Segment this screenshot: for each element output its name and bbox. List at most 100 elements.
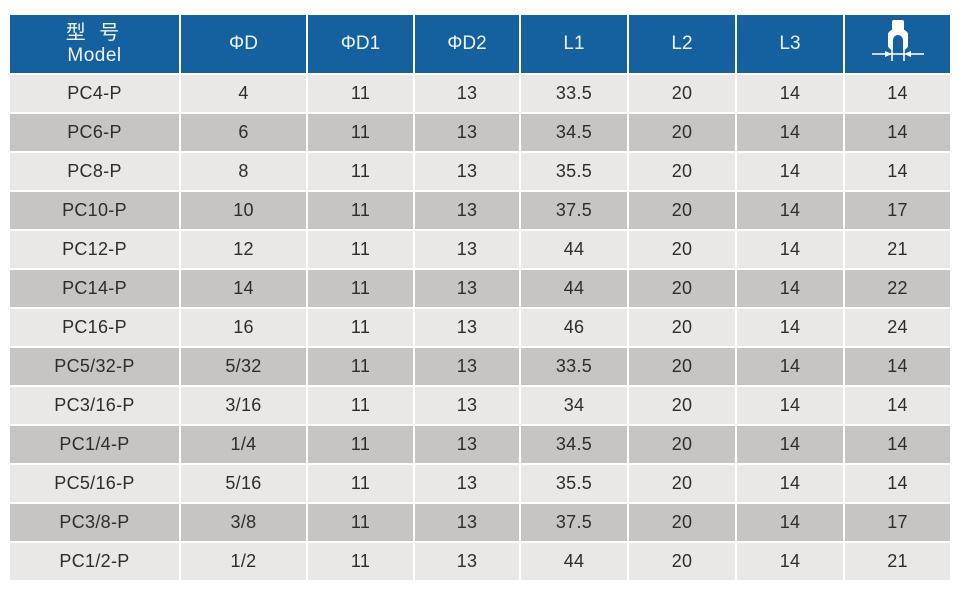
cell-model: PC1/2-P <box>10 543 179 580</box>
column-header-model-zh: 型 号 <box>65 21 124 44</box>
cell-l1: 46 <box>521 309 627 346</box>
cell-l2: 20 <box>629 504 735 541</box>
cell-l1: 34.5 <box>521 114 627 151</box>
cell-l3: 14 <box>737 231 843 268</box>
column-header-d2: ΦD2 <box>415 15 519 73</box>
cell-l1: 44 <box>521 270 627 307</box>
cell-l2: 20 <box>629 465 735 502</box>
cell-d1: 11 <box>308 465 413 502</box>
cell-d1: 11 <box>308 192 413 229</box>
cell-l2: 20 <box>629 192 735 229</box>
cell-l1: 37.5 <box>521 504 627 541</box>
cell-l1: 34 <box>521 387 627 424</box>
cell-l1: 33.5 <box>521 75 627 112</box>
cell-l1: 44 <box>521 543 627 580</box>
table-row: PC1/2-P 1/2 11 13 44 20 14 21 <box>10 543 950 580</box>
cell-d1: 11 <box>308 387 413 424</box>
cell-d2: 13 <box>415 387 519 424</box>
cell-l3: 14 <box>737 387 843 424</box>
cell-model: PC3/16-P <box>10 387 179 424</box>
cell-l3: 14 <box>737 309 843 346</box>
table-row: PC14-P 14 11 13 44 20 14 22 <box>10 270 950 307</box>
wrench-size-icon <box>869 18 927 64</box>
cell-model: PC14-P <box>10 270 179 307</box>
cell-model: PC10-P <box>10 192 179 229</box>
cell-wrench: 14 <box>845 426 950 463</box>
column-header-model-en: Model <box>67 44 122 66</box>
table-row: PC6-P 6 11 13 34.5 20 14 14 <box>10 114 950 151</box>
cell-d: 6 <box>181 114 306 151</box>
cell-l2: 20 <box>629 426 735 463</box>
cell-l2: 20 <box>629 153 735 190</box>
cell-d2: 13 <box>415 270 519 307</box>
cell-d2: 13 <box>415 75 519 112</box>
spec-table: 型 号 Model ΦD ΦD1 ΦD2 L1 L2 L3 <box>8 13 952 582</box>
table-row: PC8-P 8 11 13 35.5 20 14 14 <box>10 153 950 190</box>
cell-l3: 14 <box>737 75 843 112</box>
cell-d2: 13 <box>415 348 519 385</box>
cell-d: 1/2 <box>181 543 306 580</box>
table-row: PC10-P 10 11 13 37.5 20 14 17 <box>10 192 950 229</box>
cell-wrench: 22 <box>845 270 950 307</box>
cell-d: 3/16 <box>181 387 306 424</box>
cell-d1: 11 <box>308 543 413 580</box>
cell-l3: 14 <box>737 543 843 580</box>
cell-d1: 11 <box>308 504 413 541</box>
cell-model: PC4-P <box>10 75 179 112</box>
cell-model: PC16-P <box>10 309 179 346</box>
cell-d2: 13 <box>415 309 519 346</box>
cell-d1: 11 <box>308 231 413 268</box>
cell-d: 14 <box>181 270 306 307</box>
cell-d2: 13 <box>415 153 519 190</box>
cell-d1: 11 <box>308 153 413 190</box>
cell-d2: 13 <box>415 504 519 541</box>
cell-d1: 11 <box>308 426 413 463</box>
column-header-d: ΦD <box>181 15 306 73</box>
cell-d: 5/32 <box>181 348 306 385</box>
cell-d2: 13 <box>415 543 519 580</box>
cell-d: 3/8 <box>181 504 306 541</box>
cell-d2: 13 <box>415 465 519 502</box>
cell-d1: 11 <box>308 114 413 151</box>
cell-d2: 13 <box>415 426 519 463</box>
cell-l2: 20 <box>629 348 735 385</box>
cell-l1: 44 <box>521 231 627 268</box>
cell-l1: 37.5 <box>521 192 627 229</box>
cell-l2: 20 <box>629 75 735 112</box>
cell-wrench: 14 <box>845 75 950 112</box>
table-row: PC1/4-P 1/4 11 13 34.5 20 14 14 <box>10 426 950 463</box>
cell-model: PC6-P <box>10 114 179 151</box>
cell-model: PC5/16-P <box>10 465 179 502</box>
cell-d2: 13 <box>415 114 519 151</box>
cell-l1: 34.5 <box>521 426 627 463</box>
cell-wrench: 17 <box>845 192 950 229</box>
column-header-l3: L3 <box>737 15 843 73</box>
cell-d: 5/16 <box>181 465 306 502</box>
cell-wrench: 14 <box>845 114 950 151</box>
cell-d: 4 <box>181 75 306 112</box>
cell-d1: 11 <box>308 348 413 385</box>
table-row: PC3/8-P 3/8 11 13 37.5 20 14 17 <box>10 504 950 541</box>
cell-d2: 13 <box>415 231 519 268</box>
cell-wrench: 17 <box>845 504 950 541</box>
table-row: PC12-P 12 11 13 44 20 14 21 <box>10 231 950 268</box>
cell-d: 16 <box>181 309 306 346</box>
cell-l3: 14 <box>737 348 843 385</box>
table-row: PC5/32-P 5/32 11 13 33.5 20 14 14 <box>10 348 950 385</box>
cell-l1: 35.5 <box>521 465 627 502</box>
cell-l2: 20 <box>629 309 735 346</box>
cell-wrench: 14 <box>845 387 950 424</box>
cell-l3: 14 <box>737 465 843 502</box>
cell-model: PC5/32-P <box>10 348 179 385</box>
cell-l2: 20 <box>629 543 735 580</box>
cell-model: PC1/4-P <box>10 426 179 463</box>
cell-l3: 14 <box>737 426 843 463</box>
cell-d: 8 <box>181 153 306 190</box>
cell-l2: 20 <box>629 387 735 424</box>
cell-wrench: 14 <box>845 153 950 190</box>
table-header: 型 号 Model ΦD ΦD1 ΦD2 L1 L2 L3 <box>10 15 950 73</box>
column-header-l2: L2 <box>629 15 735 73</box>
cell-wrench: 24 <box>845 309 950 346</box>
cell-d: 12 <box>181 231 306 268</box>
cell-d1: 11 <box>308 75 413 112</box>
